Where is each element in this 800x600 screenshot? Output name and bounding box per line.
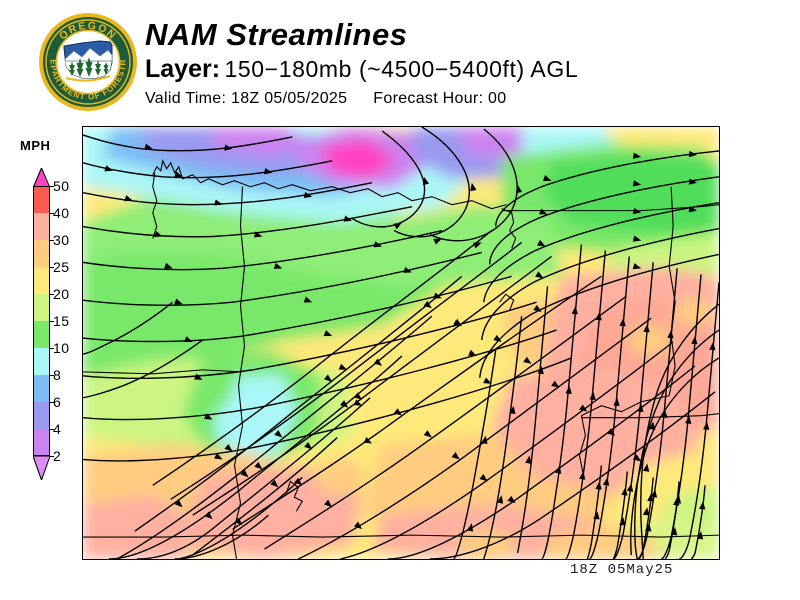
layer-value: 150−180mb (~4500−5400ft) AGL bbox=[224, 56, 579, 82]
streamline-arrowheads bbox=[104, 143, 716, 540]
forecast-hour-label: Forecast Hour: 00 bbox=[373, 90, 507, 107]
legend-tick-mark-20 bbox=[50, 294, 54, 295]
oregon-department-of-forestry-logo: OREGON DEPARTMENT OF FORESTRY bbox=[35, 5, 138, 112]
map-canvas[interactable] bbox=[83, 127, 719, 559]
legend-band-6-8 bbox=[33, 375, 50, 402]
logo-seal-icon: OREGON DEPARTMENT OF FORESTRY bbox=[35, 5, 137, 111]
streamline-map[interactable] bbox=[82, 126, 720, 560]
legend-tick-mark-2 bbox=[50, 456, 54, 457]
legend-tick-mark-6 bbox=[50, 402, 54, 403]
wind-speed-legend: MPH 50 40 30 25 20 15 10 8 6 4 2 bbox=[12, 138, 80, 528]
legend-tick-10: 10 bbox=[53, 340, 70, 356]
legend-tick-mark-50 bbox=[50, 186, 54, 187]
legend-tick-mark-30 bbox=[50, 240, 54, 241]
legend-tick-2: 2 bbox=[53, 448, 62, 464]
map-timestamp: 18Z 05May25 bbox=[570, 562, 674, 578]
valid-time-label: Valid Time: 18Z 05/05/2025 bbox=[145, 90, 348, 107]
page-title: NAM Streamlines bbox=[145, 17, 408, 52]
layer-label: Layer: bbox=[145, 55, 221, 83]
legend-title: MPH bbox=[20, 138, 51, 153]
legend-tick-50: 50 bbox=[53, 178, 70, 194]
legend-band-20-25 bbox=[33, 267, 50, 294]
title-block: NAM Streamlines Layer: 150−180mb (~4500−… bbox=[145, 18, 785, 109]
layer-line: Layer: 150−180mb (~4500−5400ft) AGL bbox=[145, 55, 785, 87]
header: OREGON DEPARTMENT OF FORESTRY NAM Stream… bbox=[0, 0, 800, 120]
legend-tick-4: 4 bbox=[53, 421, 62, 437]
legend-band-15-20 bbox=[33, 294, 50, 321]
legend-color-bar bbox=[33, 186, 50, 456]
legend-tick-mark-8 bbox=[50, 375, 54, 376]
legend-tick-mark-10 bbox=[50, 348, 54, 349]
legend-band-10-15 bbox=[33, 321, 50, 348]
legend-tick-6: 6 bbox=[53, 394, 62, 410]
legend-band-2-4 bbox=[33, 429, 50, 456]
legend-tick-mark-15 bbox=[50, 321, 54, 322]
legend-band-8-10 bbox=[33, 348, 50, 375]
legend-tick-mark-40 bbox=[50, 213, 54, 214]
legend-tick-20: 20 bbox=[53, 286, 70, 302]
legend-top-arrow bbox=[33, 168, 49, 188]
legend-tick-25: 25 bbox=[53, 259, 70, 275]
legend-tick-mark-25 bbox=[50, 267, 54, 268]
geographic-borders bbox=[83, 159, 719, 559]
legend-tick-8: 8 bbox=[53, 367, 62, 383]
legend-band-30-40 bbox=[33, 213, 50, 240]
legend-tick-30: 30 bbox=[53, 232, 70, 248]
streamlines bbox=[83, 127, 719, 559]
legend-tick-40: 40 bbox=[53, 205, 70, 221]
legend-top-arrow-outline-icon bbox=[33, 168, 50, 188]
legend-tick-15: 15 bbox=[53, 313, 70, 329]
valid-time-line: Valid Time: 18Z 05/05/2025 Forecast Hour:… bbox=[145, 89, 785, 109]
legend-band-25-30 bbox=[33, 240, 50, 267]
legend-band-4-6 bbox=[33, 402, 50, 429]
legend-band-40-50 bbox=[33, 186, 50, 213]
legend-bottom-arrow bbox=[33, 456, 49, 480]
legend-bottom-arrow-outline-icon bbox=[33, 456, 50, 480]
legend-tick-mark-4 bbox=[50, 429, 54, 430]
